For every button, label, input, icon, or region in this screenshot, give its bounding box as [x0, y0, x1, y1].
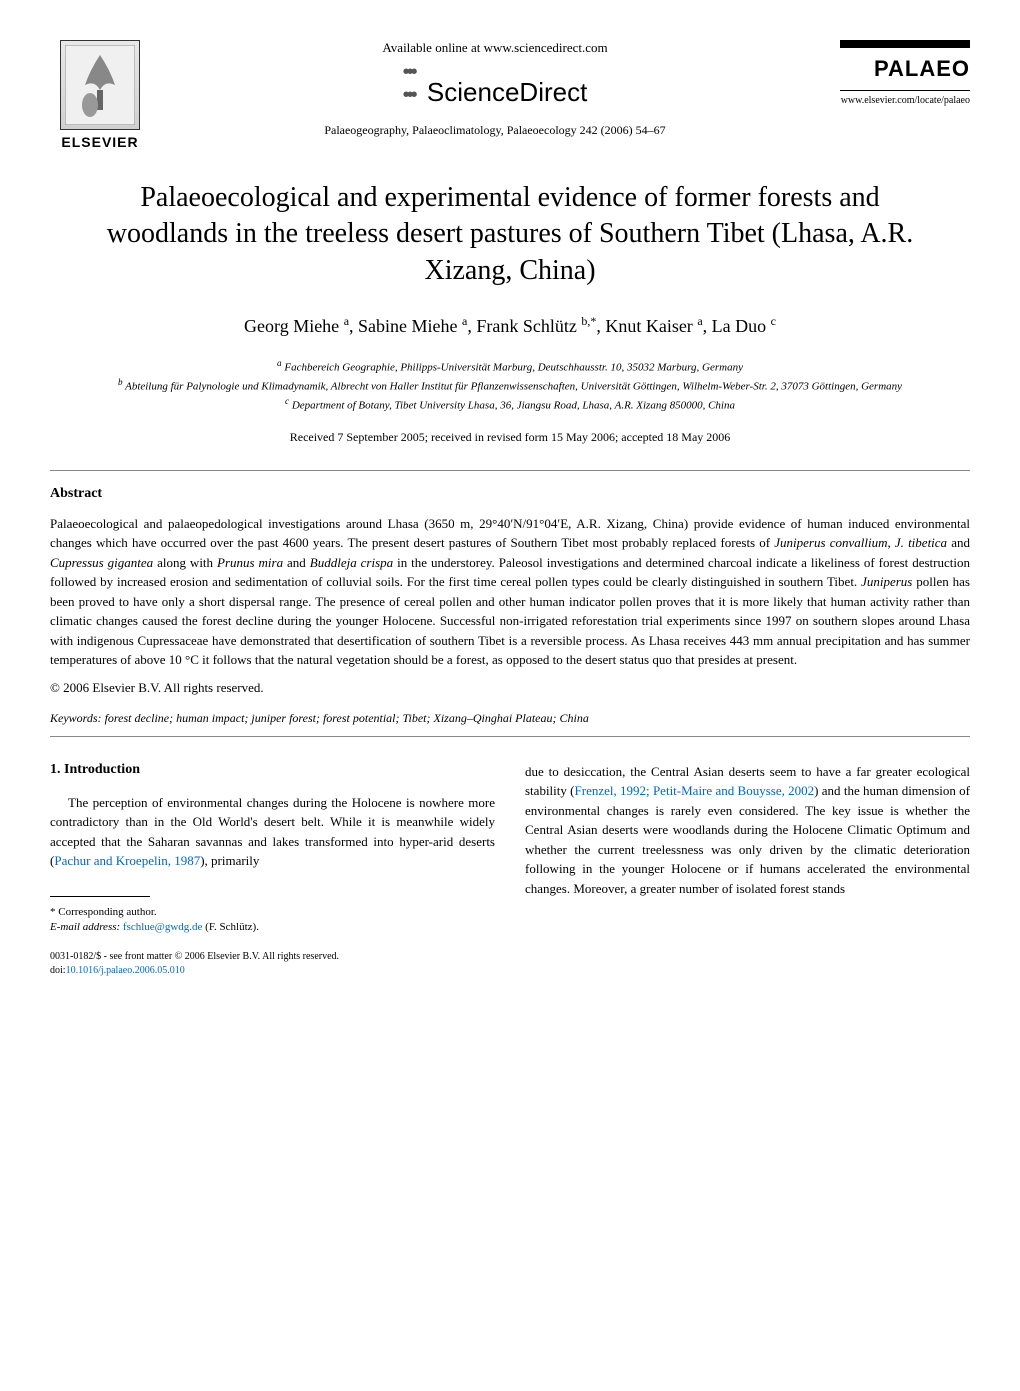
author-4-sup: a — [697, 314, 702, 328]
footer-copyright: 0031-0182/$ - see front matter © 2006 El… — [50, 950, 495, 964]
journal-url: www.elsevier.com/locate/palaeo — [840, 95, 970, 106]
divider — [50, 736, 970, 737]
header-row: ELSEVIER Available online at www.science… — [50, 40, 970, 150]
author-2-sup: a — [462, 314, 467, 328]
author-5: La Duo — [712, 316, 766, 336]
doi-label: doi: — [50, 965, 66, 976]
affiliation-c: c Department of Botany, Tibet University… — [80, 395, 940, 414]
copyright: © 2006 Elsevier B.V. All rights reserved… — [50, 680, 970, 696]
elsevier-logo: ELSEVIER — [50, 40, 150, 150]
palaeo-box: PALAEO — [840, 40, 970, 91]
section-1-heading: 1. Introduction — [50, 762, 495, 778]
doi-line: doi:10.1016/j.palaeo.2006.05.010 — [50, 964, 495, 978]
available-online-text: Available online at www.sciencedirect.co… — [170, 40, 820, 56]
doi-link[interactable]: 10.1016/j.palaeo.2006.05.010 — [66, 965, 185, 976]
left-column: 1. Introduction The perception of enviro… — [50, 762, 495, 979]
affiliation-a: a Fachbereich Geographie, Philipps-Unive… — [80, 357, 940, 376]
elsevier-tree-icon — [60, 40, 140, 130]
email-link[interactable]: fschlue@gwdg.de — [123, 921, 202, 933]
email-suffix: (F. Schlütz). — [205, 921, 259, 933]
affiliation-b: b Abteilung für Palynologie und Klimadyn… — [80, 376, 940, 395]
author-4: Knut Kaiser — [605, 316, 692, 336]
footnote-separator — [50, 896, 150, 897]
abstract-heading: Abstract — [50, 486, 970, 502]
corresponding-label: * Corresponding author. — [50, 905, 495, 920]
divider — [50, 470, 970, 471]
palaeo-text: PALAEO — [840, 56, 970, 82]
palaeo-logo: PALAEO www.elsevier.com/locate/palaeo — [840, 40, 970, 106]
author-2: Sabine Miehe — [358, 316, 457, 336]
article-title: Palaeoecological and experimental eviden… — [90, 180, 930, 289]
sciencedirect-logo: •••••• ScienceDirect — [170, 61, 820, 108]
center-header: Available online at www.sciencedirect.co… — [150, 40, 840, 138]
intro-paragraph-left: The perception of environmental changes … — [50, 793, 495, 871]
author-1-sup: a — [344, 314, 349, 328]
keywords-text: forest decline; human impact; juniper fo… — [105, 711, 589, 725]
citation-frenzel[interactable]: Frenzel, 1992; Petit-Maire and Bouysse, … — [575, 783, 815, 798]
intro-paragraph-right: due to desiccation, the Central Asian de… — [525, 762, 970, 899]
author-5-sup: c — [771, 314, 776, 328]
footer: 0031-0182/$ - see front matter © 2006 El… — [50, 950, 495, 978]
sciencedirect-dots-icon: •••••• — [403, 61, 415, 107]
elsevier-text: ELSEVIER — [61, 134, 138, 150]
right-column: due to desiccation, the Central Asian de… — [525, 762, 970, 979]
email-line: E-mail address: fschlue@gwdg.de (F. Schl… — [50, 920, 495, 935]
two-column-layout: 1. Introduction The perception of enviro… — [50, 762, 970, 979]
email-label: E-mail address: — [50, 921, 120, 933]
citation-pachur[interactable]: Pachur and Kroepelin, 1987 — [54, 853, 200, 868]
author-3-sup: b,* — [581, 314, 596, 328]
abstract-body: Palaeoecological and palaeopedological i… — [50, 516, 970, 668]
journal-citation: Palaeogeography, Palaeoclimatology, Pala… — [170, 123, 820, 138]
author-1: Georg Miehe — [244, 316, 339, 336]
keywords-label: Keywords: — [50, 711, 102, 725]
affiliations: a Fachbereich Geographie, Philipps-Unive… — [50, 357, 970, 414]
corresponding-author-footnote: * Corresponding author. E-mail address: … — [50, 905, 495, 936]
keywords: Keywords: forest decline; human impact; … — [50, 711, 970, 726]
sciencedirect-text: ScienceDirect — [427, 77, 587, 107]
author-3: Frank Schlütz — [476, 316, 577, 336]
authors-line: Georg Miehe a, Sabine Miehe a, Frank Sch… — [50, 314, 970, 337]
abstract-text: Palaeoecological and palaeopedological i… — [50, 514, 970, 670]
received-dates: Received 7 September 2005; received in r… — [50, 430, 970, 445]
